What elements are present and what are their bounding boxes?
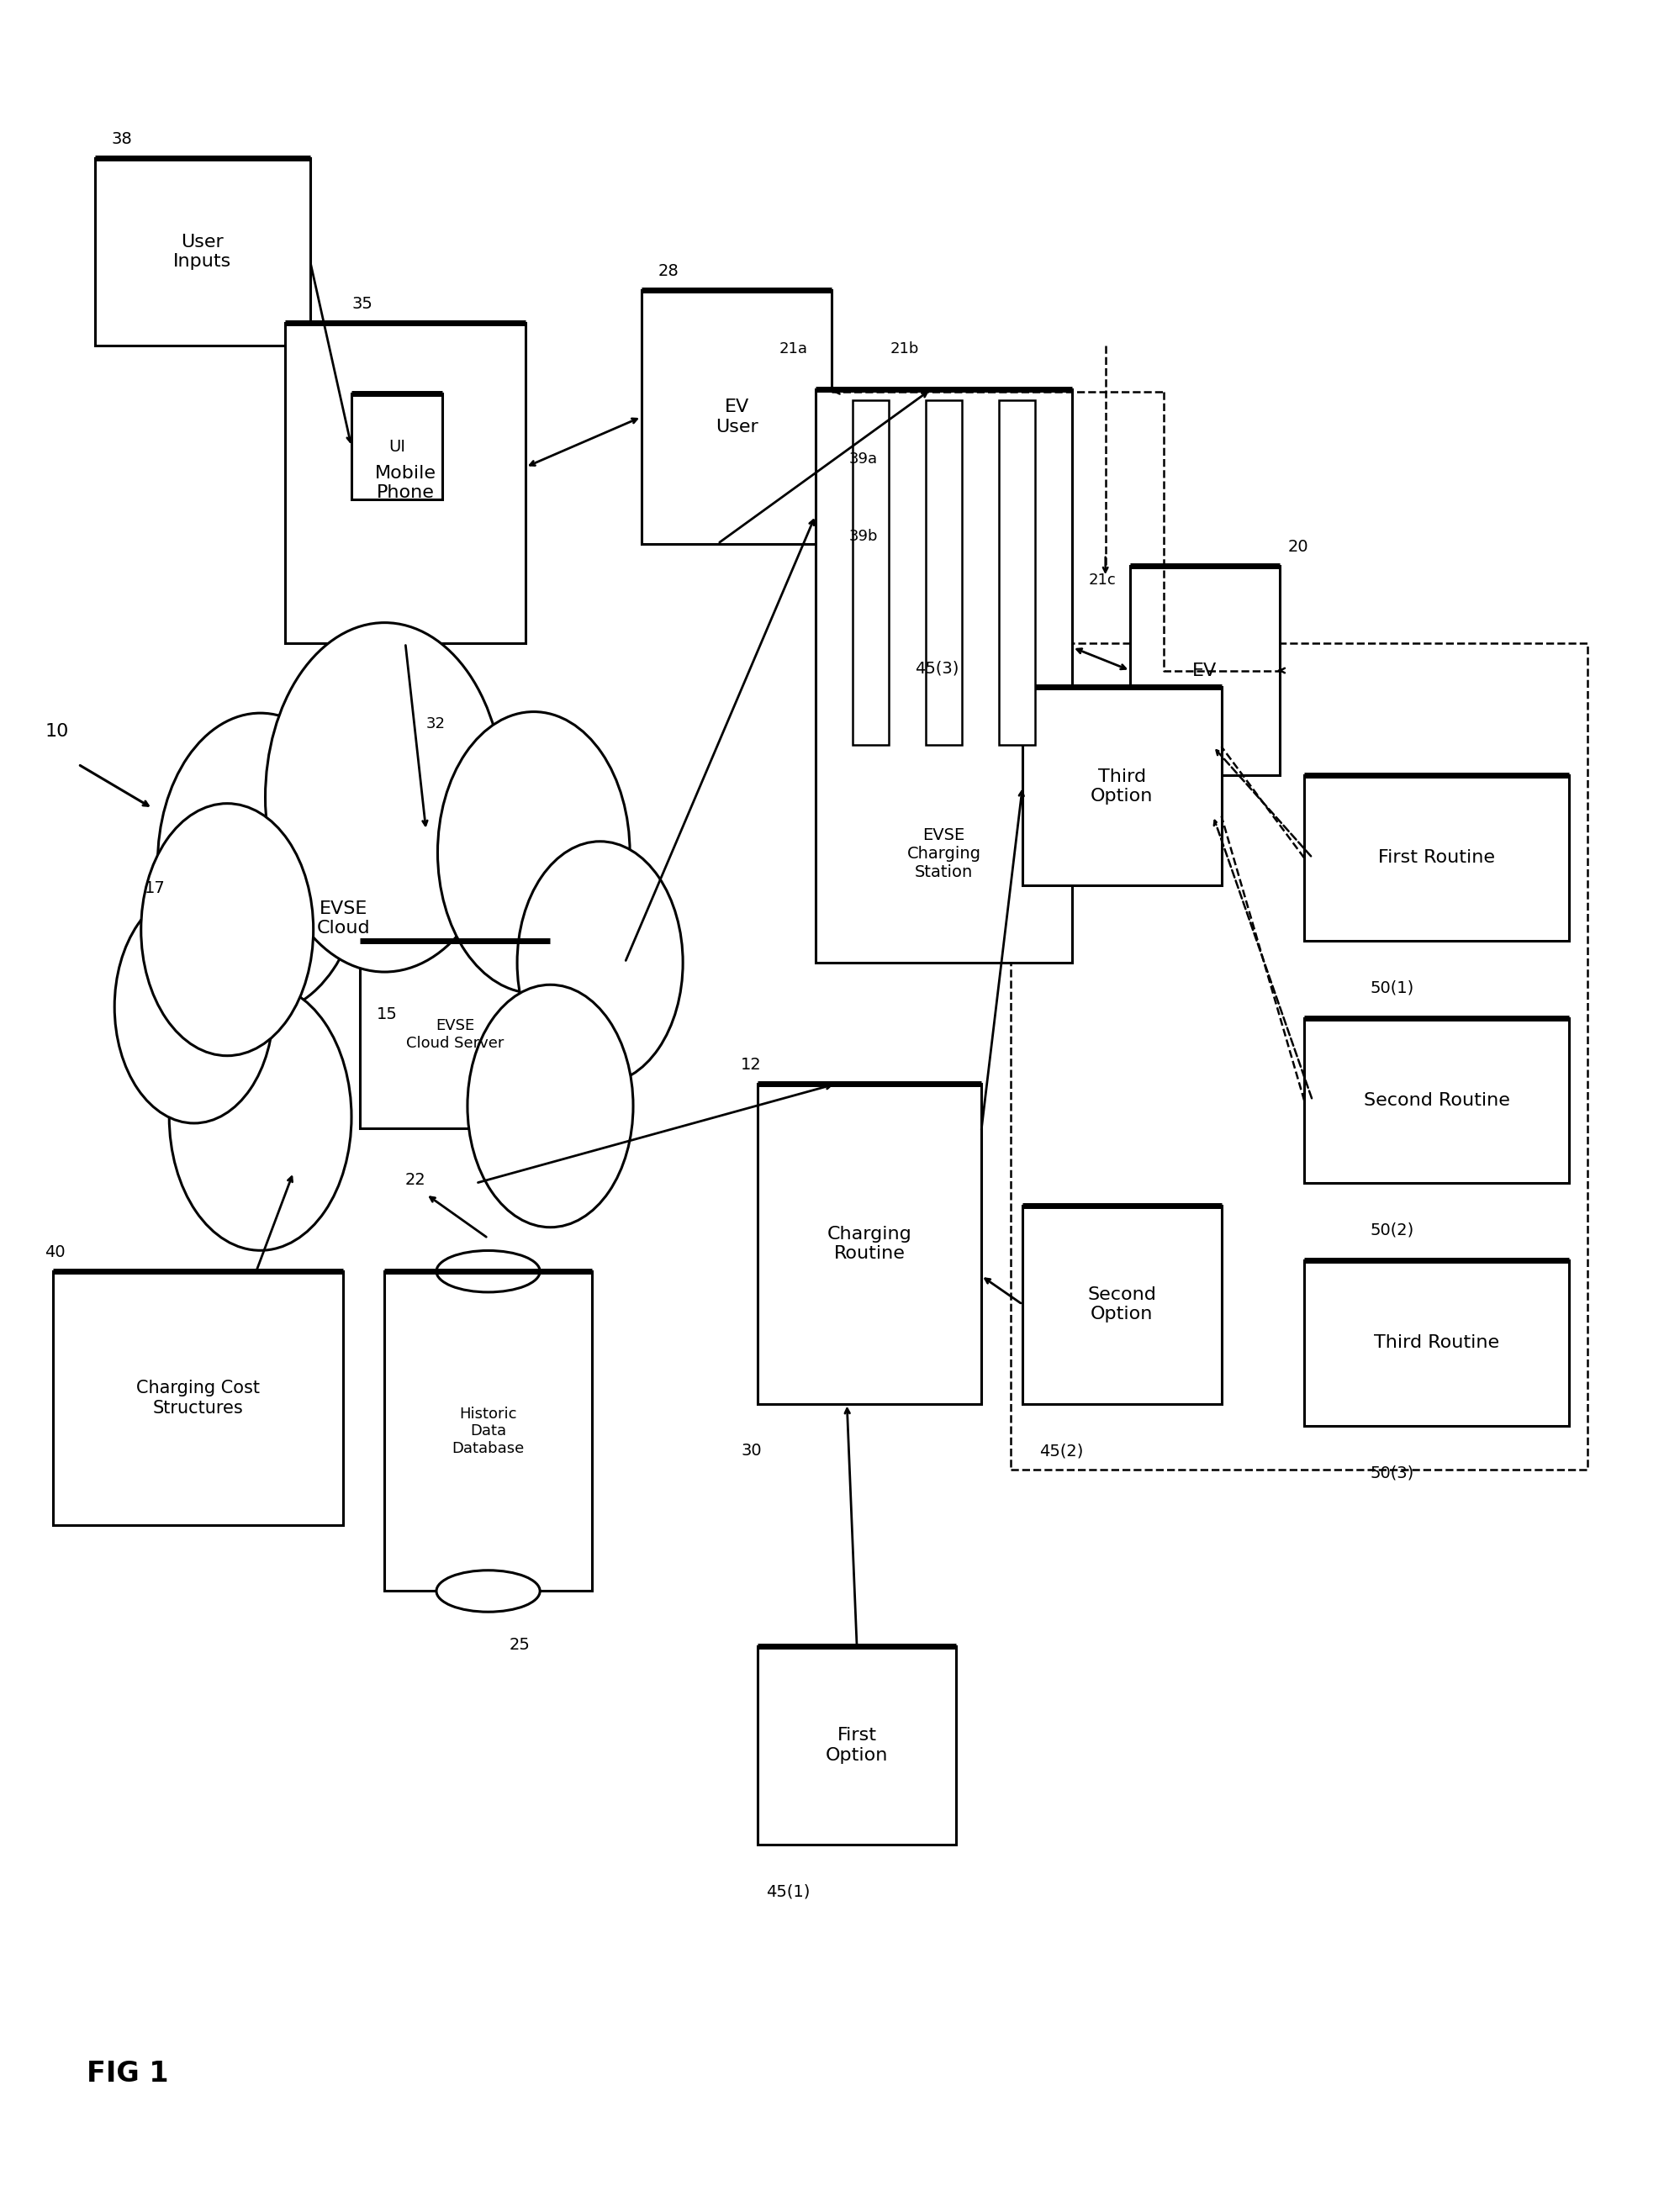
Bar: [1023, 1206, 1221, 1405]
Bar: [998, 400, 1035, 745]
Text: Third Routine: Third Routine: [1374, 1334, 1499, 1352]
Bar: [1130, 566, 1280, 774]
Text: Historic
Data
Database: Historic Data Database: [453, 1407, 524, 1455]
Bar: [641, 290, 832, 544]
Text: Second Routine: Second Routine: [1364, 1093, 1509, 1108]
Text: 45(3): 45(3): [915, 659, 958, 677]
Bar: [1012, 644, 1587, 1469]
Bar: [95, 157, 310, 345]
Text: 20: 20: [1288, 540, 1308, 555]
Text: 30: 30: [740, 1442, 762, 1458]
Text: Second
Option: Second Option: [1088, 1287, 1156, 1323]
Bar: [359, 940, 551, 1128]
Text: Mobile
Phone: Mobile Phone: [374, 465, 436, 502]
Bar: [384, 1272, 592, 1590]
Bar: [351, 394, 443, 500]
Ellipse shape: [141, 803, 313, 1055]
Text: 45(1): 45(1): [765, 1885, 810, 1900]
Ellipse shape: [518, 841, 682, 1084]
Text: 40: 40: [45, 1245, 65, 1261]
Text: Charging Cost
Structures: Charging Cost Structures: [136, 1380, 260, 1416]
Ellipse shape: [265, 622, 504, 971]
Bar: [757, 1646, 957, 1845]
Text: FIG 1: FIG 1: [87, 2059, 168, 2088]
Text: 12: 12: [740, 1057, 762, 1073]
Ellipse shape: [468, 984, 634, 1228]
Text: 50(1): 50(1): [1371, 980, 1414, 995]
Text: EVSE
Cloud: EVSE Cloud: [316, 900, 369, 936]
Bar: [1305, 1018, 1569, 1183]
Text: User
Inputs: User Inputs: [173, 234, 231, 270]
Ellipse shape: [436, 1571, 539, 1613]
Bar: [1305, 1261, 1569, 1427]
Bar: [815, 389, 1072, 962]
Text: 17: 17: [145, 880, 165, 896]
Bar: [757, 1084, 982, 1405]
Text: 32: 32: [426, 717, 446, 732]
Ellipse shape: [170, 984, 351, 1250]
Text: Third
Option: Third Option: [1090, 768, 1153, 805]
Bar: [852, 400, 889, 745]
Text: EVSE
Cloud Server: EVSE Cloud Server: [406, 1018, 504, 1051]
Bar: [1023, 688, 1221, 885]
Bar: [53, 1272, 343, 1524]
Text: UI: UI: [389, 438, 406, 456]
Text: 35: 35: [351, 296, 373, 312]
Text: First
Option: First Option: [825, 1728, 889, 1763]
Text: 50(2): 50(2): [1371, 1223, 1414, 1239]
Text: First Routine: First Routine: [1378, 849, 1496, 867]
Text: 15: 15: [376, 1006, 398, 1022]
Text: 10: 10: [45, 723, 68, 739]
Text: 45(2): 45(2): [1038, 1442, 1083, 1458]
Text: 50(3): 50(3): [1371, 1464, 1414, 1480]
Ellipse shape: [186, 763, 634, 1206]
Bar: [285, 323, 526, 644]
Text: 21b: 21b: [890, 341, 919, 356]
Text: 39b: 39b: [849, 529, 877, 544]
Bar: [1305, 774, 1569, 940]
Ellipse shape: [115, 891, 273, 1124]
Text: 39a: 39a: [849, 451, 877, 467]
Bar: [925, 400, 962, 745]
Text: 21a: 21a: [779, 341, 807, 356]
Text: 25: 25: [509, 1637, 529, 1652]
Ellipse shape: [438, 712, 631, 993]
Text: 21c: 21c: [1088, 573, 1117, 588]
Text: EVSE
Charging
Station: EVSE Charging Station: [907, 827, 980, 880]
Ellipse shape: [436, 1250, 539, 1292]
Text: EV
User: EV User: [716, 398, 759, 436]
Text: 28: 28: [657, 263, 679, 279]
Text: 38: 38: [111, 131, 131, 146]
Ellipse shape: [158, 712, 363, 1013]
Text: Charging
Routine: Charging Routine: [827, 1225, 912, 1263]
Text: 22: 22: [406, 1172, 426, 1188]
Text: EV: EV: [1193, 661, 1216, 679]
